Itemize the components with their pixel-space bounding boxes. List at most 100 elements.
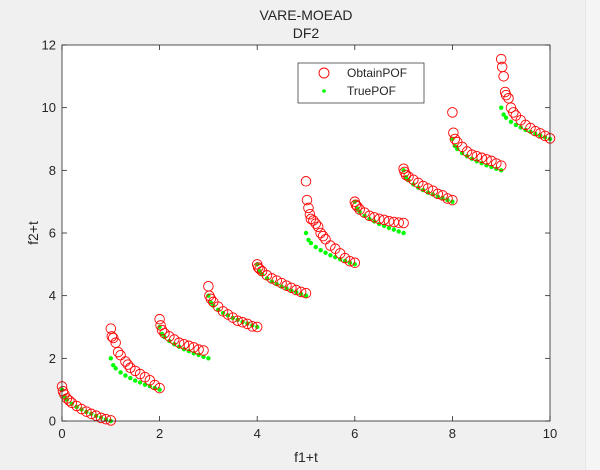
y-tick-label: 0 xyxy=(49,414,56,429)
point-truepof xyxy=(508,119,514,124)
series-obtainpof xyxy=(56,53,556,426)
point-obtainpof xyxy=(193,344,204,355)
point-obtainpof xyxy=(369,212,380,223)
chart-title: VARE-MOEAD xyxy=(259,7,352,23)
point-obtainpof xyxy=(466,149,478,160)
point-obtainpof xyxy=(295,286,307,298)
point-obtainpof xyxy=(495,160,507,171)
point-truepof xyxy=(352,262,357,267)
point-obtainpof xyxy=(432,188,444,200)
legend-marker-truepof xyxy=(322,89,326,93)
point-obtainpof xyxy=(156,324,168,336)
legend-marker-obtainpof xyxy=(318,67,330,79)
point-obtainpof xyxy=(398,217,409,229)
point-obtainpof xyxy=(112,346,124,358)
point-obtainpof xyxy=(508,107,519,118)
point-obtainpof xyxy=(76,403,87,415)
point-truepof xyxy=(391,227,397,232)
point-obtainpof xyxy=(154,382,165,394)
point-truepof xyxy=(401,230,406,236)
point-obtainpof xyxy=(417,180,429,192)
point-obtainpof xyxy=(106,331,118,342)
point-obtainpof xyxy=(310,218,322,229)
x-tick-label: 0 xyxy=(58,426,65,441)
point-truepof xyxy=(137,380,143,385)
point-obtainpof xyxy=(290,284,302,296)
point-truepof xyxy=(118,370,123,375)
point-obtainpof xyxy=(534,128,546,139)
y-tick-label: 12 xyxy=(42,38,56,53)
point-obtainpof xyxy=(242,318,253,330)
point-obtainpof xyxy=(188,342,200,353)
point-obtainpof xyxy=(471,150,483,162)
point-obtainpof xyxy=(90,410,102,421)
point-obtainpof xyxy=(95,412,107,424)
point-truepof xyxy=(450,199,455,204)
y-axis-label: f2+t xyxy=(25,221,41,245)
data-layer xyxy=(56,53,556,426)
x-tick-label: 8 xyxy=(449,426,456,441)
point-obtainpof xyxy=(301,194,313,206)
y-tick-label: 2 xyxy=(49,351,56,366)
point-obtainpof xyxy=(81,406,92,417)
point-obtainpof xyxy=(64,395,75,406)
point-obtainpof xyxy=(254,263,265,275)
point-obtainpof xyxy=(486,155,497,167)
y-tick-label: 4 xyxy=(49,288,56,303)
point-obtainpof xyxy=(442,193,453,204)
point-obtainpof xyxy=(281,280,292,291)
point-obtainpof xyxy=(317,230,329,242)
point-obtainpof xyxy=(400,169,412,181)
point-obtainpof xyxy=(154,313,165,325)
point-obtainpof xyxy=(86,408,97,420)
point-obtainpof xyxy=(349,257,361,269)
point-truepof xyxy=(111,363,116,368)
legend-box xyxy=(297,62,425,104)
x-tick-label: 6 xyxy=(351,426,358,441)
vertical-scrollbar[interactable] xyxy=(585,0,600,470)
point-truepof xyxy=(386,225,392,231)
point-obtainpof xyxy=(286,282,297,294)
point-truepof xyxy=(318,248,323,253)
y-tick-label: 6 xyxy=(49,226,56,241)
point-truepof xyxy=(201,354,206,359)
point-obtainpof xyxy=(251,321,263,333)
point-obtainpof xyxy=(304,208,316,220)
point-truepof xyxy=(396,229,401,234)
point-truepof xyxy=(503,115,509,120)
point-obtainpof xyxy=(344,255,356,267)
point-obtainpof xyxy=(491,158,502,169)
legend-label-obtainpof: ObtainPOF xyxy=(347,66,407,80)
point-truepof xyxy=(306,237,311,243)
point-truepof xyxy=(123,373,128,378)
x-tick-label: 4 xyxy=(254,426,261,441)
x-axis-label: f1+t xyxy=(294,449,318,465)
point-obtainpof xyxy=(122,359,134,370)
point-obtainpof xyxy=(300,287,312,299)
point-obtainpof xyxy=(500,89,512,101)
point-truepof xyxy=(501,112,506,117)
point-truepof xyxy=(108,356,114,361)
point-obtainpof xyxy=(422,183,434,194)
point-obtainpof xyxy=(530,125,541,137)
point-obtainpof xyxy=(100,413,112,425)
point-obtainpof xyxy=(107,332,119,344)
point-obtainpof xyxy=(271,275,282,286)
point-obtainpof xyxy=(351,201,363,212)
plot-frame xyxy=(61,44,551,422)
point-truepof xyxy=(303,230,309,236)
point-obtainpof xyxy=(447,107,458,118)
point-truepof xyxy=(113,366,118,371)
x-tick-label: 2 xyxy=(156,426,163,441)
point-obtainpof xyxy=(198,345,209,356)
x-tick-label: 10 xyxy=(543,426,557,441)
point-obtainpof xyxy=(232,315,243,326)
point-obtainpof xyxy=(276,277,287,289)
point-obtainpof xyxy=(495,53,507,65)
point-truepof xyxy=(323,250,328,255)
point-obtainpof xyxy=(378,214,390,226)
point-obtainpof xyxy=(183,340,195,352)
point-obtainpof xyxy=(300,176,312,187)
point-obtainpof xyxy=(505,102,517,113)
